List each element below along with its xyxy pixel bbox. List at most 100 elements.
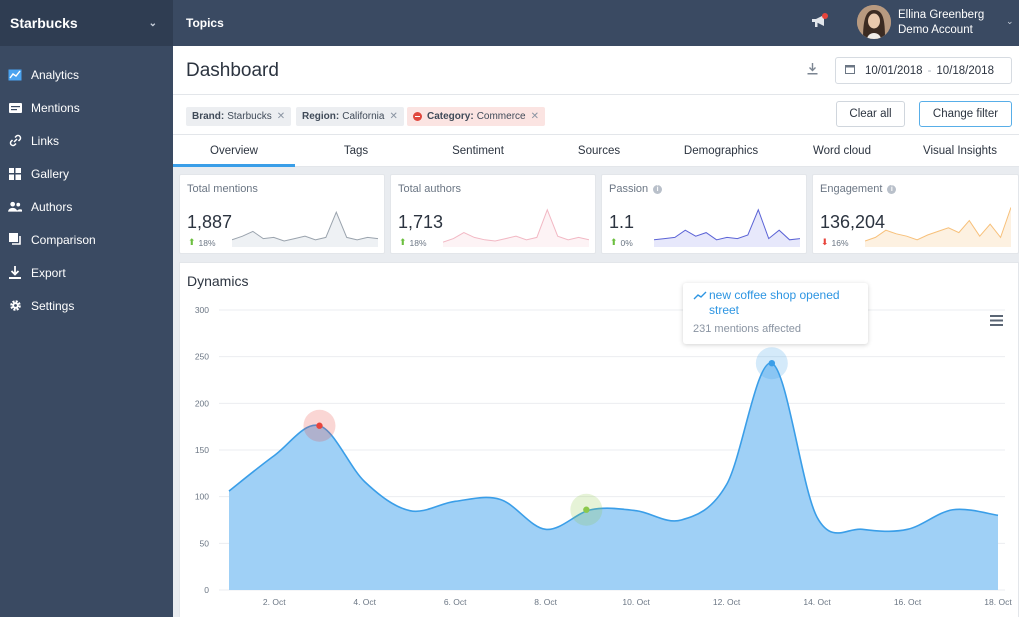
kpi-delta-value: 18% xyxy=(198,237,216,248)
page-header: Dashboard 10/01/2018 - 10/18/2018 xyxy=(173,46,1019,95)
exclude-icon xyxy=(413,112,422,121)
filter-chip-category[interactable]: Category: Commerce ✕ xyxy=(407,107,545,126)
x-tick-label: 4. Oct xyxy=(353,597,376,607)
sparkline-line xyxy=(865,207,1011,242)
kpi-value: 136,204 xyxy=(820,212,886,232)
info-icon[interactable]: i xyxy=(653,184,663,194)
kpi-card-total-authors[interactable]: Total authors 1,713 ⬆ 18% xyxy=(390,174,596,254)
kpi-label: Engagement i xyxy=(820,183,897,195)
y-tick-label: 250 xyxy=(195,352,209,362)
kpi-label: Total authors xyxy=(398,183,461,195)
x-tick-label: 18. Oct xyxy=(984,597,1012,607)
sidebar: Starbucks ⌄ Analytics Mentions Links Ga xyxy=(0,0,173,617)
tooltip-title[interactable]: new coffee shop opened street xyxy=(693,288,858,318)
event-marker[interactable] xyxy=(583,506,590,513)
chip-key: Category: xyxy=(427,111,474,122)
download-icon[interactable] xyxy=(807,62,818,80)
y-tick-label: 0 xyxy=(204,585,209,595)
y-tick-label: 200 xyxy=(195,398,209,408)
tab-demographics[interactable]: Demographics xyxy=(683,144,759,157)
date-separator: - xyxy=(927,64,932,77)
sidebar-item-label: Links xyxy=(31,133,60,148)
sparkline-line xyxy=(232,210,378,242)
tab-overview[interactable]: Overview xyxy=(173,135,295,167)
chevron-down-icon: ⌄ xyxy=(148,17,157,29)
close-icon[interactable]: ✕ xyxy=(530,111,539,122)
arrow-up-icon: ⬆ xyxy=(399,237,407,247)
chevron-down-icon[interactable]: ⌄ xyxy=(1006,16,1014,26)
sidebar-item-settings[interactable]: Settings xyxy=(0,289,173,322)
tab-visual-insights[interactable]: Visual Insights xyxy=(923,144,997,157)
date-range-picker[interactable]: 10/01/2018 - 10/18/2018 xyxy=(835,57,1012,84)
sidebar-item-label: Settings xyxy=(31,298,75,313)
sparkline-area xyxy=(654,209,800,247)
kpi-delta-value: 18% xyxy=(409,237,427,248)
user-role: Demo Account xyxy=(898,24,973,36)
x-tick-label: 8. Oct xyxy=(534,597,557,607)
event-marker[interactable] xyxy=(316,422,323,429)
area-line xyxy=(228,362,999,534)
sidebar-item-comparison[interactable]: Comparison xyxy=(0,223,173,256)
sidebar-item-mentions[interactable]: Mentions xyxy=(0,91,173,124)
sidebar-item-label: Gallery xyxy=(31,166,70,181)
dynamics-panel: 0 50 100 150 200 250 300 2. Oct 4. Oct 6. Oct 8. O… xyxy=(179,262,1019,617)
gallery-icon xyxy=(8,167,22,181)
settings-icon xyxy=(8,299,22,313)
kpi-value: 1.1 xyxy=(609,212,635,232)
sidebar-nav: Analytics Mentions Links Gallery Authors xyxy=(0,46,173,322)
info-icon[interactable]: i xyxy=(887,184,897,194)
sidebar-item-links[interactable]: Links xyxy=(0,124,173,157)
mentions-icon xyxy=(8,101,22,115)
close-icon[interactable]: ✕ xyxy=(389,111,398,122)
trend-icon xyxy=(693,291,707,300)
tab-tags[interactable]: Tags xyxy=(343,144,369,157)
x-tick-label: 10. Oct xyxy=(622,597,650,607)
topbar-title[interactable]: Topics xyxy=(186,16,224,30)
kpi-card-passion[interactable]: Passion i 1.1 ⬆ 0% xyxy=(601,174,807,254)
kpi-value: 1,713 xyxy=(398,212,444,232)
clear-all-button[interactable]: Clear all xyxy=(836,101,905,127)
sidebar-item-gallery[interactable]: Gallery xyxy=(0,157,173,190)
sidebar-item-label: Authors xyxy=(31,199,73,214)
kpi-card-total-mentions[interactable]: Total mentions 1,887 ⬆ 18% xyxy=(179,174,385,254)
export-icon xyxy=(8,266,22,280)
chip-value: Starbucks xyxy=(227,111,272,122)
topbar: Topics Ellina Greenberg Demo Account ⌄ xyxy=(173,0,1019,46)
sidebar-item-label: Analytics xyxy=(31,67,80,82)
event-marker[interactable] xyxy=(768,360,776,367)
tab-sources[interactable]: Sources xyxy=(577,144,621,157)
tab-word-cloud[interactable]: Word cloud xyxy=(813,144,871,157)
panel-title: Dynamics xyxy=(187,273,249,289)
tab-sentiment[interactable]: Sentiment xyxy=(452,144,504,157)
change-filter-button[interactable]: Change filter xyxy=(919,101,1012,127)
sidebar-item-analytics[interactable]: Analytics xyxy=(0,58,173,91)
arrow-up-icon: ⬆ xyxy=(610,237,618,247)
filter-bar: Brand: Starbucks ✕ Region: California ✕ … xyxy=(173,95,1019,135)
menu-icon[interactable] xyxy=(990,313,1003,331)
kpi-card-engagement[interactable]: Engagement i 136,204 ⬇ 16% xyxy=(812,174,1019,254)
sidebar-item-authors[interactable]: Authors xyxy=(0,190,173,223)
y-tick-label: 100 xyxy=(195,492,209,502)
sparkline xyxy=(654,208,800,247)
kpi-label-text: Engagement xyxy=(820,183,883,195)
filter-chip-brand[interactable]: Brand: Starbucks ✕ xyxy=(186,107,292,126)
close-icon[interactable]: ✕ xyxy=(276,111,286,122)
kpi-value: 1,887 xyxy=(187,212,233,232)
chip-key: Brand: xyxy=(192,111,225,122)
sparkline xyxy=(232,210,378,247)
filter-chip-region[interactable]: Region: California ✕ xyxy=(296,107,404,126)
sidebar-item-export[interactable]: Export xyxy=(0,256,173,289)
link-icon xyxy=(8,134,22,148)
megaphone-icon[interactable] xyxy=(811,13,828,34)
chip-value: California xyxy=(342,111,385,122)
avatar[interactable] xyxy=(857,5,891,39)
sparkline-line xyxy=(443,208,589,243)
kpi-delta: ⬇ 16% xyxy=(821,237,849,248)
brand-switcher[interactable]: Starbucks ⌄ xyxy=(0,0,173,46)
date-from: 10/01/2018 xyxy=(865,64,923,77)
brand-name: Starbucks xyxy=(10,15,78,31)
chip-value: Commerce xyxy=(476,111,526,122)
kpi-delta-value: 0% xyxy=(620,237,633,248)
y-tick-label: 50 xyxy=(200,538,210,548)
user-menu[interactable]: Ellina Greenberg Demo Account xyxy=(898,8,984,38)
